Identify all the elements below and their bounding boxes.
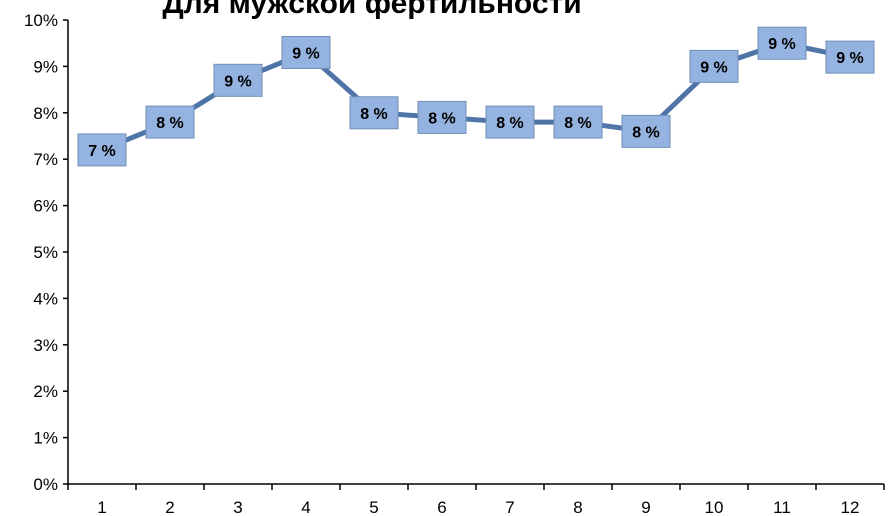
data-label-box [825,40,875,74]
data-label-text: 8 % [496,115,524,132]
data-label: 9 % [213,63,263,97]
data-label-box [485,105,535,139]
series-line-group [98,39,854,154]
data-label-box [553,105,603,139]
data-label: 8 % [553,105,603,139]
data-label-text: 8 % [428,110,456,127]
x-tick-label: 5 [369,498,378,516]
data-label-box [417,100,467,134]
y-tick-label: 6% [33,197,58,216]
data-label-text: 8 % [360,106,388,123]
y-tick-label: 3% [33,336,58,355]
data-label: 8 % [349,96,399,130]
data-label-text: 9 % [292,45,320,62]
y-tick-label: 5% [33,243,58,262]
y-tick-label: 10% [24,11,58,30]
data-label: 9 % [825,40,875,74]
data-label-box [77,133,127,167]
data-label: 7 % [77,133,127,167]
data-labels-group: 7 % 8 % 9 % 9 % 8 % 8 % 8 % 8 % 8 % 9 % 9 % 9 % [77,26,875,167]
y-tick-label: 9% [33,57,58,76]
data-label-box [213,63,263,97]
x-tick-label: 7 [505,498,514,516]
data-label-box [145,105,195,139]
data-label: 9 % [757,26,807,60]
data-label-box [281,35,331,69]
data-label-text: 8 % [564,115,592,132]
x-tick-label: 10 [705,498,724,516]
y-tick-label: 7% [33,150,58,169]
y-tick-label: 1% [33,429,58,448]
data-label: 9 % [689,49,739,83]
y-tick-label: 4% [33,289,58,308]
x-tick-label: 2 [165,498,174,516]
data-label-text: 9 % [768,36,796,53]
chart-axes: 0%1%2%3%4%5%6%7%8%9%10%1 2 3 4 5 6 7 8 9 10 11 12 [24,11,885,516]
data-label: 8 % [485,105,535,139]
x-tick-label: 9 [641,498,650,516]
x-tick-label: 4 [301,498,310,516]
data-label-text: 9 % [836,50,864,67]
x-tick-label: 8 [573,498,582,516]
chart-title: Для мужской фертильности [162,0,581,20]
y-tick-label: 0% [33,475,58,494]
data-label: 8 % [417,100,467,134]
x-tick-label: 6 [437,498,446,516]
data-label-box [349,96,399,130]
data-label: 8 % [145,105,195,139]
data-label-text: 9 % [224,73,252,90]
y-tick-label: 2% [33,382,58,401]
data-label-text: 9 % [700,59,728,76]
x-tick-label: 1 [97,498,106,516]
data-label: 9 % [281,35,331,69]
data-label-text: 8 % [632,124,660,141]
data-label-box [689,49,739,83]
x-tick-label: 12 [841,498,860,516]
x-tick-label: 11 [773,498,791,516]
x-tick-label: 3 [233,498,242,516]
data-label-text: 8 % [156,115,184,132]
data-label-box [757,26,807,60]
data-label: 8 % [621,114,671,148]
data-label-text: 7 % [88,143,116,160]
y-tick-label: 8% [33,104,58,123]
data-label-box [621,114,671,148]
